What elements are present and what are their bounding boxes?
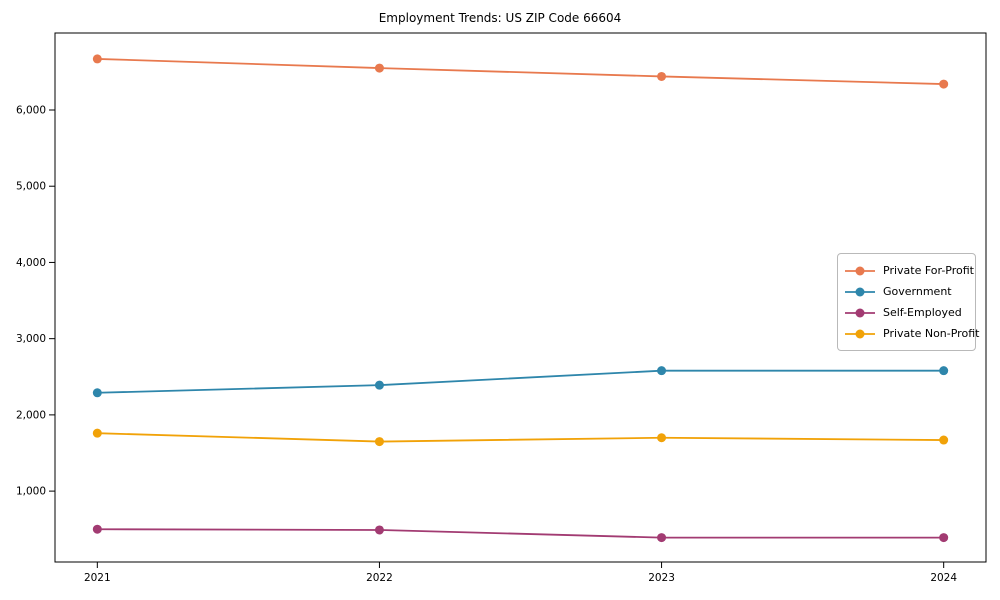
legend-line-marker-icon: [845, 329, 875, 338]
data-point-private-for-profit: [92, 54, 102, 64]
series-line-government: [96, 369, 945, 394]
legend-item-government: Government: [844, 281, 967, 302]
y-tick-label: 2,000: [16, 409, 46, 421]
legend-item-private-for-profit: Private For-Profit: [844, 260, 974, 281]
legend-label-self-employed: Self-Employed: [883, 306, 962, 319]
plot-frame: [54, 32, 987, 563]
legend-line-marker-icon: [845, 308, 875, 317]
data-point-self-employed: [939, 533, 949, 543]
data-point-self-employed: [374, 525, 384, 535]
legend-item-private-non-profit: Private Non-Profit: [844, 323, 979, 344]
data-point-government: [374, 380, 384, 390]
x-tick-label: 2024: [930, 572, 957, 584]
y-tick-label: 6,000: [16, 104, 46, 116]
y-tick-label: 4,000: [16, 257, 46, 269]
data-point-private-non-profit: [374, 437, 384, 447]
data-point-self-employed: [657, 533, 667, 543]
legend-box: Private For-Profit Government Self-Employe…: [837, 253, 979, 351]
chart-title: Employment Trends: US ZIP Code 66604: [378, 11, 622, 25]
data-point-private-for-profit: [657, 71, 667, 81]
x-tick-label: 2023: [648, 572, 675, 584]
series-line-self-employed: [96, 528, 945, 539]
x-tick-label: 2022: [366, 572, 393, 584]
legend-line-marker-icon: [845, 287, 875, 296]
data-point-private-for-profit: [374, 63, 384, 73]
data-point-government: [939, 366, 949, 376]
y-tick-label: 5,000: [16, 181, 46, 193]
data-point-private-non-profit: [939, 435, 949, 445]
data-point-private-for-profit: [939, 79, 949, 89]
data-point-private-non-profit: [657, 433, 667, 443]
legend-item-self-employed: Self-Employed: [844, 302, 967, 323]
data-point-private-non-profit: [92, 428, 102, 438]
y-tick-label: 1,000: [16, 486, 46, 498]
data-point-self-employed: [92, 524, 102, 534]
legend-label-private-for-profit: Private For-Profit: [883, 264, 974, 277]
legend-label-private-non-profit: Private Non-Profit: [883, 327, 980, 340]
legend-line-marker-icon: [845, 266, 875, 275]
x-tick-label: 2021: [84, 572, 111, 584]
y-tick-label: 3,000: [16, 333, 46, 345]
series-line-private-non-profit: [96, 432, 945, 443]
data-point-government: [657, 366, 667, 376]
series-line-private-for-profit: [96, 58, 945, 85]
data-point-government: [92, 388, 102, 398]
legend-label-government: Government: [883, 285, 952, 298]
